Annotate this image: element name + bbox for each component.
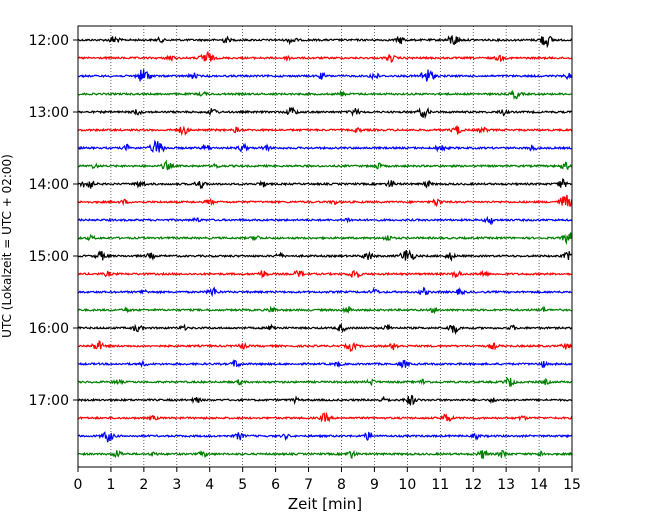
x-tick-label: 6 <box>271 477 280 493</box>
y-tick-label: 13:00 <box>29 105 69 121</box>
trace-group <box>77 34 573 460</box>
y-tick-label: 16:00 <box>29 321 69 337</box>
trace-1430 <box>77 215 573 226</box>
x-tick-label: 10 <box>398 477 416 493</box>
x-tick-label: 15 <box>563 477 581 493</box>
trace-1315 <box>77 125 573 137</box>
x-tick-label: 0 <box>74 477 83 493</box>
trace-1400 <box>77 178 573 189</box>
x-tick-label: 1 <box>106 477 115 493</box>
y-axis-ticks: 12:00 13:00 14:00 15:00 16:00 17:00 <box>29 33 78 409</box>
trace-1515 <box>77 269 573 280</box>
trace-1215 <box>77 50 573 63</box>
trace-1715 <box>77 411 573 423</box>
trace-1730 <box>77 431 573 443</box>
trace-1600 <box>77 322 573 336</box>
trace-1700 <box>77 394 573 406</box>
trace-1345 <box>77 159 573 171</box>
y-tick-label: 12:00 <box>29 33 69 49</box>
x-tick-label: 3 <box>172 477 181 493</box>
trace-1200 <box>77 34 573 49</box>
trace-1445 <box>77 232 573 246</box>
trace-1330 <box>77 139 573 154</box>
trace-1230 <box>77 69 573 82</box>
x-tick-label: 14 <box>530 477 548 493</box>
x-axis-ticks: 0 1 2 3 4 5 6 7 8 9 10 11 12 13 14 15 <box>74 467 581 493</box>
trace-1300 <box>77 106 573 120</box>
trace-1645 <box>77 376 573 388</box>
trace-1245 <box>77 89 573 100</box>
x-tick-label: 12 <box>464 477 482 493</box>
y-tick-label: 14:00 <box>29 177 69 193</box>
x-tick-label: 7 <box>304 477 313 493</box>
x-tick-label: 9 <box>370 477 379 493</box>
trace-1630 <box>77 359 573 369</box>
trace-1530 <box>77 286 573 298</box>
x-tick-label: 4 <box>205 477 214 493</box>
x-tick-label: 5 <box>238 477 247 493</box>
plot-frame <box>77 25 573 468</box>
y-axis-label: UTC (Lokalzeit = UTC + 02:00) <box>0 154 14 338</box>
y-tick-label: 17:00 <box>29 393 69 409</box>
trace-1615 <box>77 340 573 353</box>
x-tick-label: 11 <box>431 477 449 493</box>
trace-1500 <box>77 249 573 262</box>
x-tick-label: 2 <box>139 477 148 493</box>
x-axis-label: Zeit [min] <box>288 495 362 513</box>
x-tick-label: 8 <box>337 477 346 493</box>
x-tick-label: 13 <box>497 477 515 493</box>
trace-1415 <box>77 194 573 208</box>
trace-1545 <box>77 305 573 315</box>
y-tick-label: 15:00 <box>29 249 69 265</box>
trace-1745 <box>77 449 573 460</box>
